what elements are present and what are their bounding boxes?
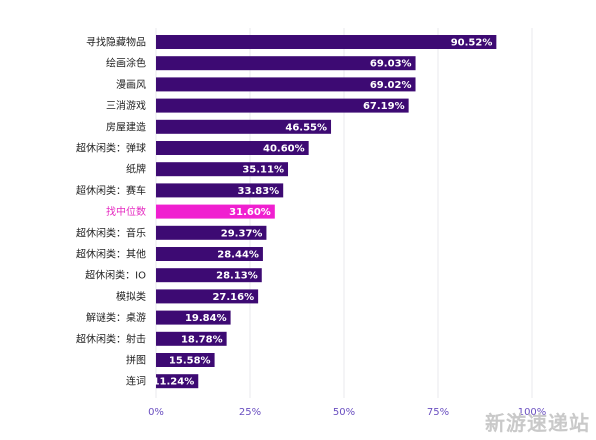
bar-highlighted — [156, 204, 275, 219]
category-label: 拼图 — [126, 354, 146, 367]
value-label: 27.16% — [212, 292, 254, 303]
category-label: 超休闲类：弹球 — [76, 142, 146, 155]
category-label: 三消游戏 — [106, 99, 146, 112]
value-label: 28.13% — [216, 271, 258, 282]
value-label: 40.60% — [263, 144, 305, 155]
value-label: 69.02% — [370, 80, 412, 91]
bar — [156, 268, 262, 283]
bar — [156, 162, 289, 177]
category-label: 超休闲类：音乐 — [76, 226, 146, 239]
value-label: 19.84% — [185, 313, 227, 324]
value-label: 31.60% — [229, 207, 271, 218]
category-label: 寻找隐藏物品 — [86, 36, 146, 49]
bar — [156, 56, 416, 71]
value-label: 69.03% — [370, 59, 412, 70]
category-label: 连词 — [126, 375, 146, 388]
value-label: 15.58% — [169, 356, 211, 367]
watermark: 新游速递站 — [485, 411, 590, 435]
value-label: 33.83% — [238, 186, 280, 197]
category-label: 找中位数 — [106, 205, 146, 218]
bar — [156, 119, 332, 134]
x-tick-label: 0% — [148, 407, 164, 418]
value-label: 67.19% — [363, 101, 405, 112]
bars: 寻找隐藏物品 90.52% 绘画涂色 69.03% 漫画风 69.02% 三消游戏 67.19… — [76, 35, 497, 389]
x-tick-label: 100% — [518, 407, 547, 418]
category-label: 超休闲类：赛车 — [76, 184, 146, 197]
bar — [156, 35, 497, 49]
x-tick-label: 75% — [427, 407, 449, 418]
bar — [156, 77, 416, 92]
x-tick-label: 25% — [239, 407, 261, 418]
value-label: 29.37% — [221, 228, 263, 239]
value-label: 35.11% — [242, 165, 284, 176]
x-axis: 0% 25% 50% 75% 100% — [148, 407, 546, 418]
value-label: 28.44% — [217, 250, 259, 261]
bar — [156, 183, 284, 198]
bar — [156, 289, 259, 304]
category-label: 纸牌 — [126, 163, 146, 176]
category-label: 超休闲类：其他 — [76, 248, 146, 261]
bar — [156, 225, 267, 240]
value-label: 90.52% — [451, 38, 493, 49]
bar — [156, 247, 263, 261]
category-label: 超休闲类：射击 — [76, 332, 146, 345]
value-label: 11.24% — [153, 377, 195, 388]
bar — [156, 98, 409, 113]
bar — [156, 353, 215, 367]
category-label: 解谜类：桌游 — [86, 311, 146, 324]
x-tick-label: 50% — [333, 407, 355, 418]
category-label: 模拟类 — [116, 290, 146, 303]
bar — [156, 141, 309, 155]
category-label: 漫画风 — [116, 79, 146, 91]
bar — [156, 374, 199, 389]
bar — [156, 310, 231, 325]
category-label: 绘画涂色 — [106, 57, 146, 70]
category-label: 超休闲类：IO — [85, 269, 146, 282]
value-label: 18.78% — [181, 334, 223, 345]
category-label: 房屋建造 — [106, 120, 146, 133]
value-label: 46.55% — [285, 122, 327, 133]
bar — [156, 331, 227, 346]
